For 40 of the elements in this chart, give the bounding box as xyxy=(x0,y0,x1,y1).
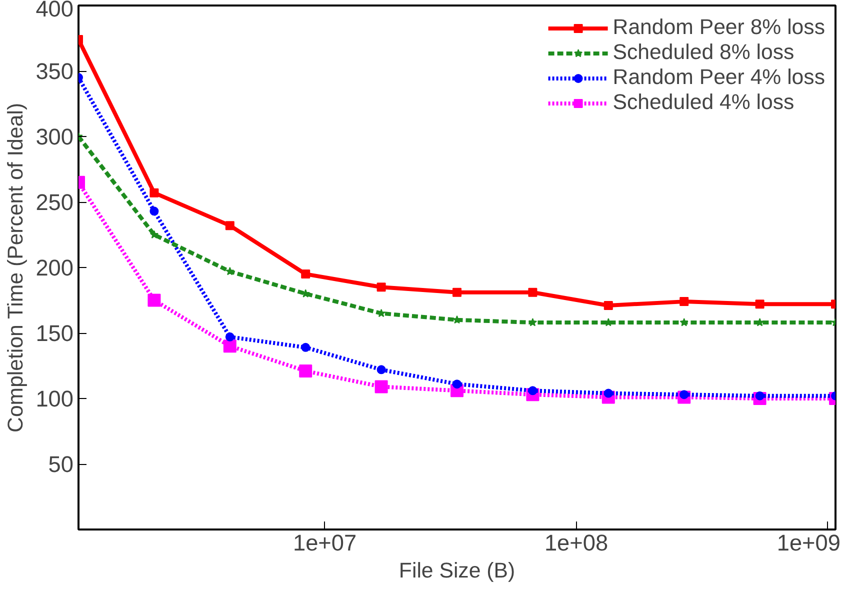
point xyxy=(680,318,688,326)
x-axis-title: File Size (B) xyxy=(398,558,516,582)
y-axis-title: Completion Time (Percent of Ideal) xyxy=(4,102,28,432)
legend-label: Scheduled 8% loss xyxy=(612,40,794,65)
point xyxy=(376,282,386,292)
y-tick-label: 300 xyxy=(36,124,74,150)
y-tick-label: 150 xyxy=(36,320,74,346)
point xyxy=(301,270,310,279)
legend-label: Scheduled 4% loss xyxy=(612,90,794,115)
y-tick-label: 400 xyxy=(36,0,74,22)
point xyxy=(452,288,462,297)
point xyxy=(376,365,386,374)
y-tick-label: 350 xyxy=(36,58,74,84)
point xyxy=(528,318,538,326)
y-tick-label: 250 xyxy=(36,189,74,215)
point xyxy=(150,230,159,238)
point xyxy=(225,221,234,230)
legend-label: Random Peer 4% loss xyxy=(612,65,825,90)
point xyxy=(150,206,159,216)
point xyxy=(223,340,236,353)
point xyxy=(299,364,312,378)
point xyxy=(755,300,764,309)
point xyxy=(604,300,613,310)
point xyxy=(148,294,161,307)
point xyxy=(680,297,689,306)
point xyxy=(301,342,310,352)
point xyxy=(226,266,234,276)
y-tick-label: 50 xyxy=(48,451,74,477)
point xyxy=(528,288,538,297)
point xyxy=(374,380,388,394)
y-tick-label: 100 xyxy=(36,386,74,412)
x-tick-label: 1e+08 xyxy=(544,530,608,556)
x-tick-label: 1e+07 xyxy=(292,530,357,556)
point xyxy=(150,188,159,198)
point xyxy=(225,332,234,342)
point xyxy=(452,315,462,324)
legend-label: Random Peer 8% loss xyxy=(612,15,825,40)
y-tick-label: 200 xyxy=(36,254,74,280)
x-tick-label: 1e+09 xyxy=(776,530,841,556)
point xyxy=(452,380,462,389)
